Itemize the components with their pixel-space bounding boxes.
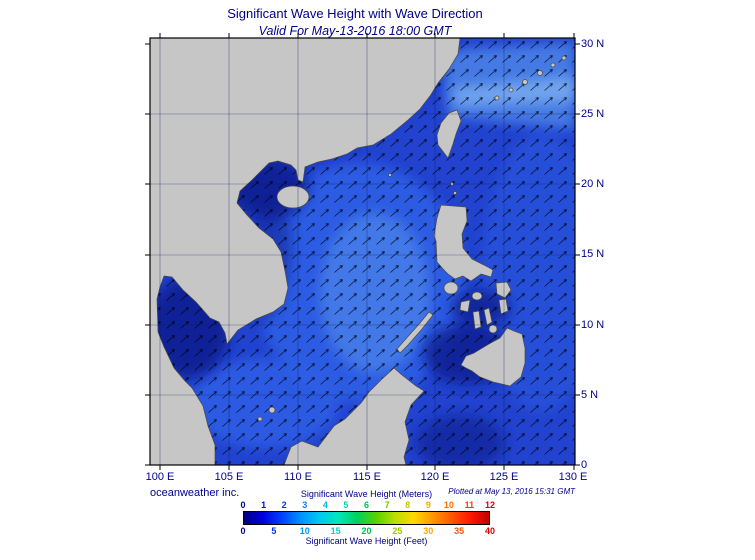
- island-leyte: [498, 298, 509, 315]
- map-frame: [149, 37, 576, 466]
- island-cebu: [483, 307, 493, 326]
- meters-tick-label: 1: [261, 500, 267, 510]
- meters-tick-label: 8: [405, 500, 411, 510]
- lon-tick-label: 100 E: [145, 471, 175, 483]
- meters-tick-label: 2: [281, 500, 287, 510]
- lat-tick-label: 20 N: [581, 178, 605, 190]
- island-samar: [495, 281, 512, 299]
- lat-tick-label: 25 N: [581, 108, 605, 120]
- colorbar-legend: Significant Wave Height (Meters) 0 1 2 3…: [240, 489, 495, 547]
- meters-tick-label: 3: [302, 500, 308, 510]
- island-masbate: [471, 291, 483, 301]
- meters-tick-label: 10: [443, 500, 454, 510]
- island-pratas: [388, 173, 392, 177]
- lat-tick-label: 5 N: [581, 389, 599, 401]
- island-panay: [459, 299, 471, 313]
- lon-tick-label: 105 E: [214, 471, 244, 483]
- island-mindanao: [460, 327, 526, 387]
- colorbar-feet-ticks: 0 5 10 15 20 25 30 35 40: [240, 526, 495, 536]
- island-taiwan: [436, 109, 462, 159]
- feet-tick-label: 15: [330, 526, 341, 536]
- meters-tick-label: 11: [464, 500, 475, 510]
- island-luzon: [433, 204, 494, 282]
- island-negros: [472, 310, 482, 330]
- lon-tick-label: 110 E: [284, 471, 312, 483]
- axis-ticks: [145, 33, 580, 470]
- lat-tick-label: 10 N: [581, 319, 605, 331]
- meters-tick-label: 0: [240, 500, 246, 510]
- lon-tick-label: 130 E: [558, 471, 588, 483]
- oceanweather-credit: oceanweather inc.: [150, 487, 240, 499]
- island-palawan: [396, 311, 434, 354]
- feet-tick-label: 30: [423, 526, 434, 536]
- plot-header: Significant Wave Height with Wave Direct…: [120, 6, 590, 39]
- colorbar-meters-label: Significant Wave Height (Meters): [300, 489, 433, 499]
- colorbar-meters-ticks: 0 1 2 3 4 5 6 7 8 9 10 11 12: [240, 500, 495, 510]
- plotted-timestamp: Plotted at May 13, 2016 15:31 GMT: [448, 487, 575, 496]
- feet-tick-label: 35: [454, 526, 465, 536]
- valid-time-subtitle: Valid For May-13-2016 18:00 GMT: [258, 23, 452, 38]
- lon-tick-label: 120 E: [420, 471, 450, 483]
- island-mindoro: [443, 281, 459, 295]
- map-area: [145, 33, 580, 470]
- graticule-grid: [150, 38, 575, 465]
- feet-tick-label: 25: [392, 526, 403, 536]
- page-title: Significant Wave Height with Wave Direct…: [227, 6, 483, 21]
- meters-tick-label: 5: [343, 500, 349, 510]
- feet-tick-label: 20: [361, 526, 372, 536]
- island-bohol: [488, 324, 498, 334]
- colorbar-feet-label: Significant Wave Height (Feet): [305, 536, 428, 546]
- meters-tick-label: 12: [484, 500, 496, 510]
- lat-tick-label: 30 N: [581, 38, 605, 50]
- feet-tick-label: 10: [299, 526, 310, 536]
- islands-ryukyu: [494, 55, 567, 101]
- wave-map-svg: [145, 33, 580, 470]
- meters-tick-label: 7: [384, 500, 390, 510]
- feet-tick-label: 0: [240, 526, 246, 536]
- meters-tick-label: 4: [322, 500, 328, 510]
- feet-tick-label: 40: [484, 526, 496, 536]
- meters-tick-label: 9: [425, 500, 431, 510]
- landmasses: [150, 38, 567, 465]
- lat-tick-label: 0: [581, 459, 588, 471]
- islands-natuna: [257, 406, 276, 422]
- landmass-mainland-asia: [150, 38, 461, 465]
- lat-tick-label: 15 N: [581, 248, 605, 260]
- island-hainan: [276, 185, 310, 209]
- island-borneo: [283, 367, 425, 465]
- feet-tick-label: 5: [271, 526, 277, 536]
- lon-tick-label: 115 E: [353, 471, 381, 483]
- meters-tick-label: 6: [363, 500, 370, 510]
- lon-tick-label: 125 E: [489, 471, 519, 483]
- colorbar-gradient: [243, 511, 490, 525]
